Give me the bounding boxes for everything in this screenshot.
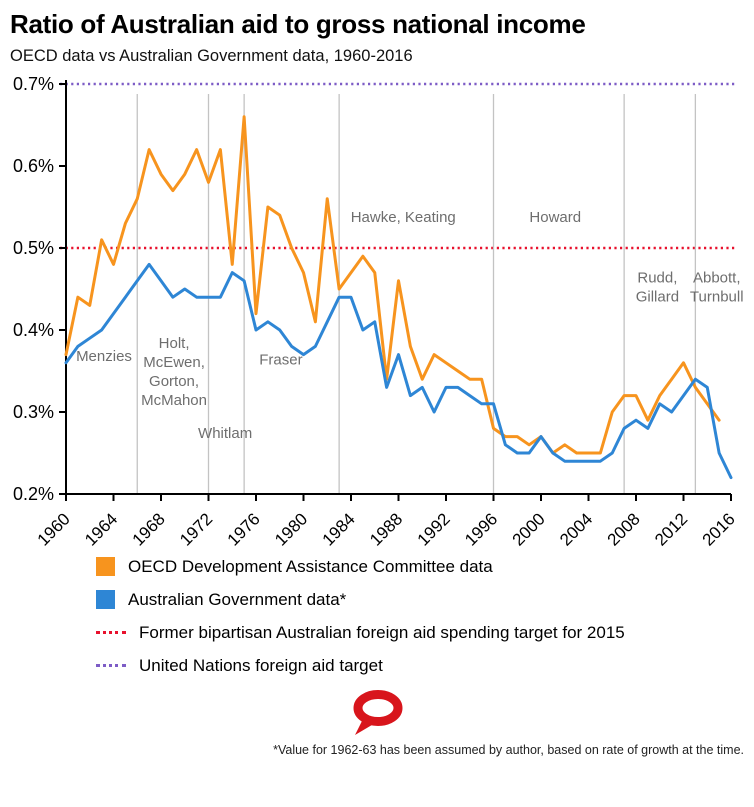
legend-item-bipartisan-target: Former bipartisan Australian foreign aid… bbox=[96, 623, 754, 643]
era-label: Fraser bbox=[259, 351, 302, 368]
x-tick-label: 1988 bbox=[366, 509, 406, 549]
legend-label: Australian Government data* bbox=[128, 589, 347, 609]
y-tick-label: 0.2% bbox=[13, 484, 54, 504]
era-label: Hawke, Keating bbox=[351, 209, 456, 226]
x-tick-label: 1980 bbox=[271, 509, 311, 549]
x-tick-label: 1984 bbox=[319, 509, 359, 549]
oecd-swatch-icon bbox=[96, 557, 115, 577]
x-tick-label: 2000 bbox=[509, 509, 549, 549]
legend-item-gov: Australian Government data* bbox=[96, 590, 754, 610]
era-label: Holt, McEwen, Gorton, McMahon bbox=[141, 335, 207, 409]
y-tick-label: 0.3% bbox=[13, 402, 54, 422]
gov-swatch-icon bbox=[96, 590, 115, 610]
legend-item-un-target: United Nations foreign aid target bbox=[96, 656, 754, 676]
legend: OECD Development Assistance Committee da… bbox=[0, 557, 754, 676]
era-label: Abbott, Turnbull bbox=[690, 269, 744, 305]
x-tick-label: 1976 bbox=[224, 509, 264, 549]
x-tick-label: 1972 bbox=[176, 509, 216, 549]
x-tick-label: 1992 bbox=[414, 509, 454, 549]
red-dotted-line-icon bbox=[96, 631, 126, 635]
page-title: Ratio of Australian aid to gross nationa… bbox=[10, 9, 586, 39]
y-tick-label: 0.7% bbox=[13, 74, 54, 94]
x-tick-label: 2016 bbox=[699, 509, 739, 549]
purple-dotted-line-icon bbox=[96, 664, 126, 668]
chart-header: Ratio of Australian aid to gross nationa… bbox=[0, 0, 754, 66]
x-tick-label: 1996 bbox=[461, 509, 501, 549]
legend-label: OECD Development Assistance Committee da… bbox=[128, 556, 493, 576]
x-tick-label: 1968 bbox=[129, 509, 169, 549]
oecd-series-line bbox=[64, 115, 721, 455]
x-tick-label: 2012 bbox=[651, 509, 691, 549]
chart-area: Menzies Holt, McEwen, Gorton, McMahon Whitlam… bbox=[0, 70, 754, 555]
legend-label: Former bipartisan Australian foreign aid… bbox=[139, 622, 625, 642]
x-tick-label: 2004 bbox=[556, 509, 596, 549]
y-tick-label: 0.4% bbox=[13, 320, 54, 340]
era-label: Howard bbox=[529, 209, 581, 226]
x-tick-label: 1964 bbox=[81, 509, 121, 549]
gov-series-line bbox=[64, 262, 733, 479]
legend-item-oecd: OECD Development Assistance Committee da… bbox=[96, 557, 754, 577]
era-label: Rudd, Gillard bbox=[636, 269, 679, 305]
footnote: *Value for 1962-63 has been assumed by a… bbox=[273, 742, 744, 757]
era-label: Menzies bbox=[76, 348, 132, 365]
y-tick-label: 0.6% bbox=[13, 156, 54, 176]
aid-chart-svg: Menzies Holt, McEwen, Gorton, McMahon Whitlam… bbox=[13, 74, 744, 550]
era-label: Whitlam bbox=[198, 425, 252, 442]
x-tick-label: 1960 bbox=[34, 509, 74, 549]
y-tick-label: 0.5% bbox=[13, 238, 54, 258]
legend-label: United Nations foreign aid target bbox=[139, 655, 383, 675]
x-tick-label: 2008 bbox=[604, 509, 644, 549]
conversation-logo-icon bbox=[353, 689, 403, 735]
publisher-logo-row bbox=[0, 689, 754, 741]
page-subtitle: OECD data vs Australian Government data,… bbox=[10, 46, 413, 65]
